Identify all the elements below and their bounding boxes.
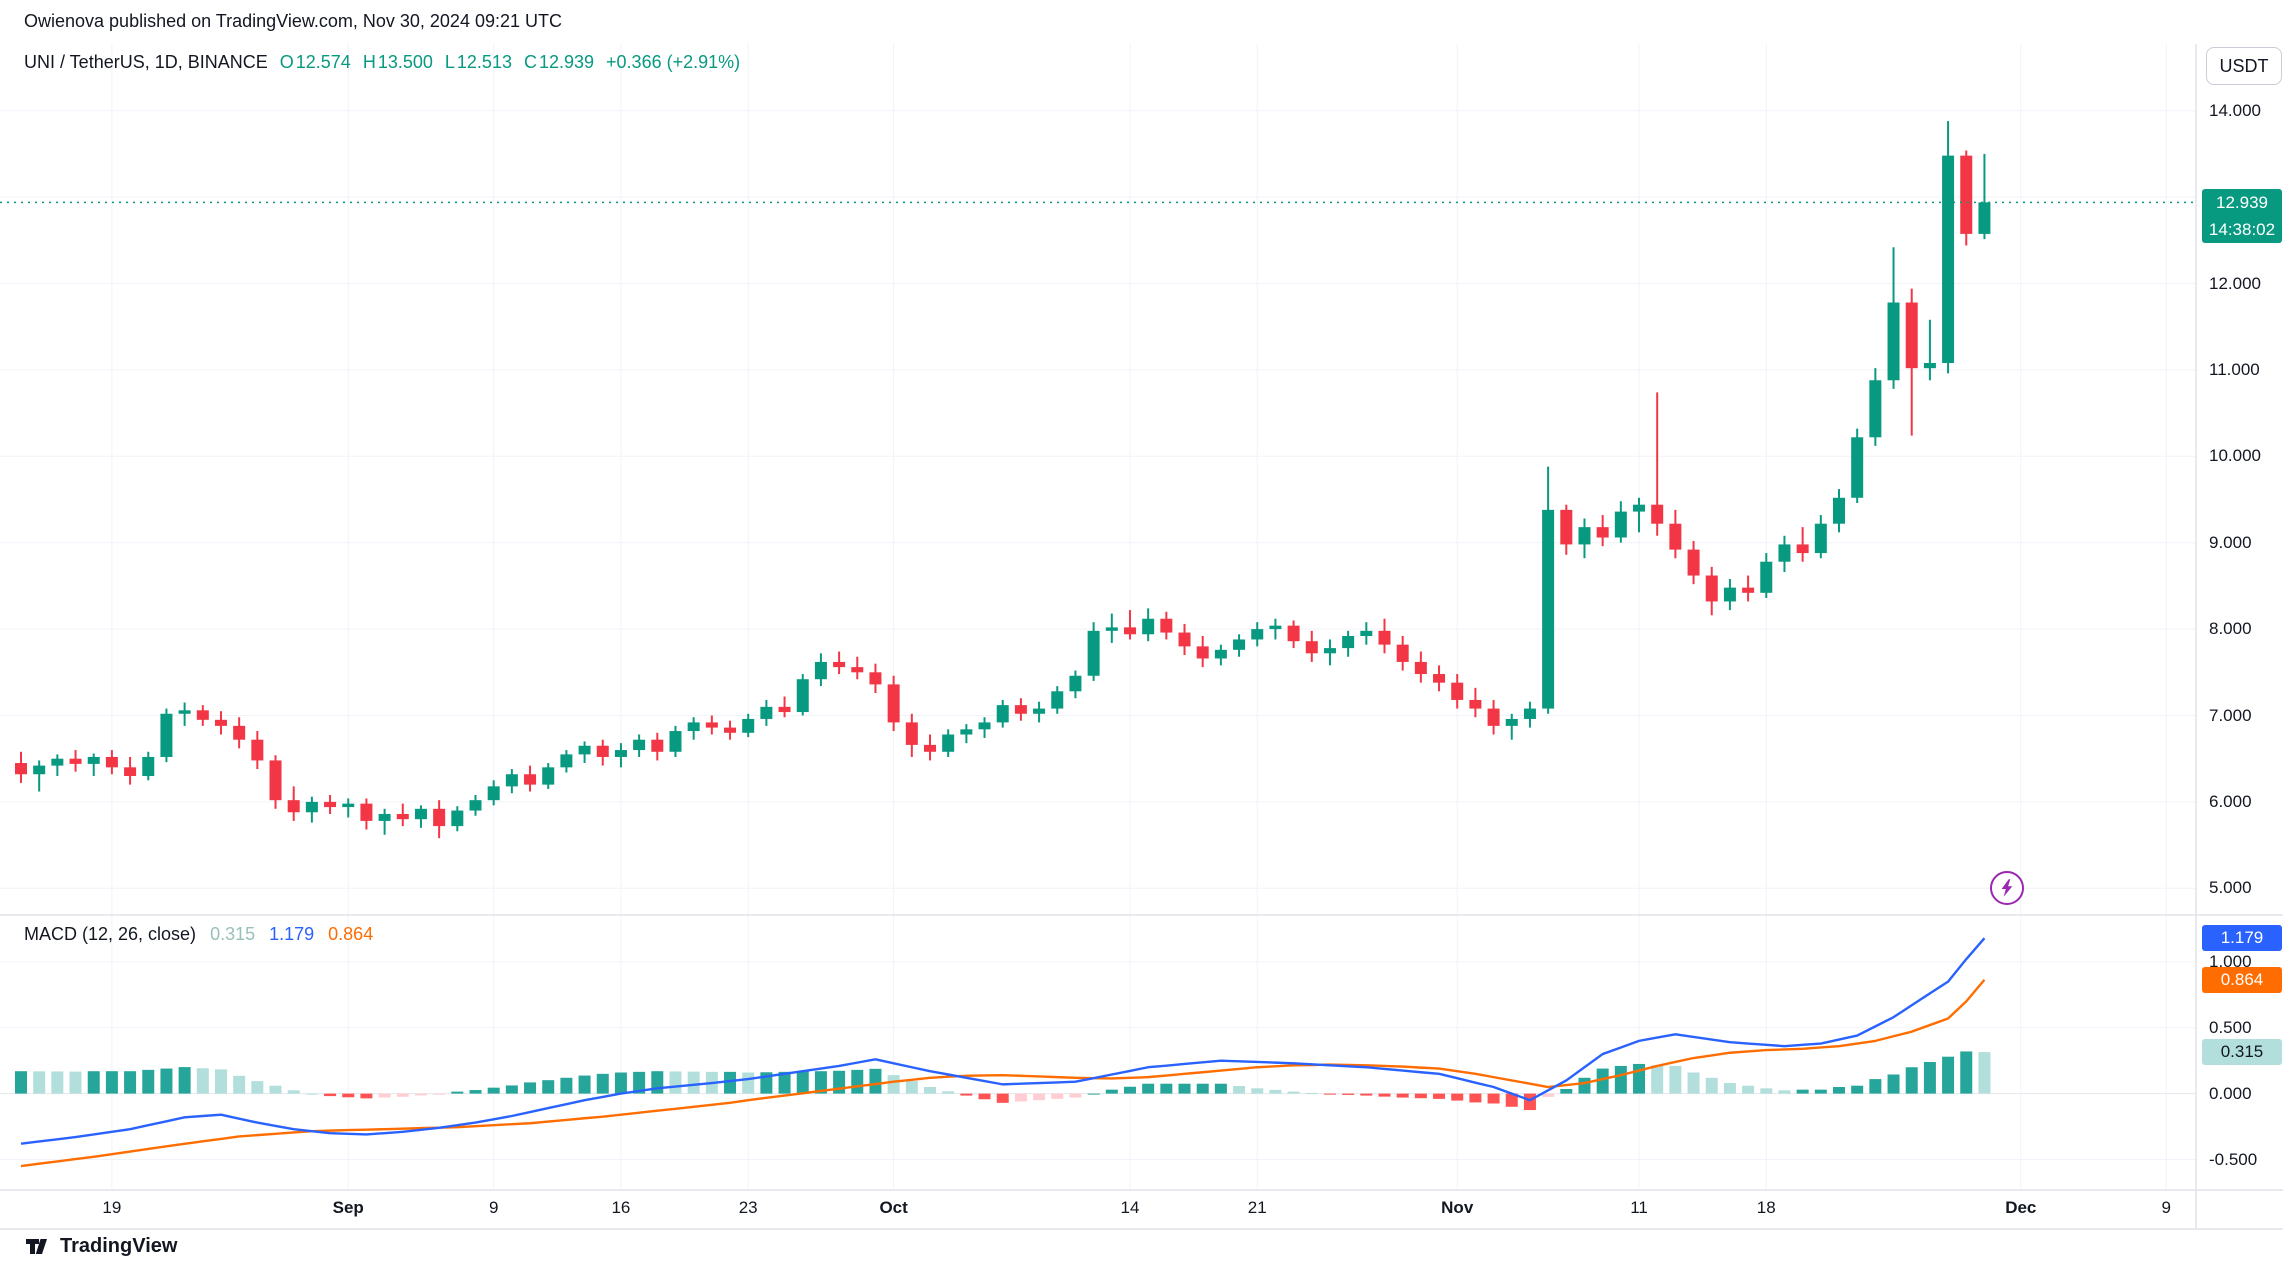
time-tick-label: 11 bbox=[1630, 1198, 1648, 1217]
attribution-text: Owienova published on TradingView.com, N… bbox=[24, 11, 562, 31]
time-tick-label: 9 bbox=[2161, 1198, 2171, 1217]
ptick-label: 14.000 bbox=[2209, 100, 2261, 120]
ptick-label: 11.000 bbox=[2209, 359, 2260, 379]
ptick-label: 0.500 bbox=[2209, 1017, 2252, 1037]
macd-hist-value: 0.315 bbox=[210, 924, 256, 944]
macd-line-value: 1.179 bbox=[269, 924, 315, 944]
time-tick-label: 18 bbox=[1756, 1198, 1776, 1217]
time-tick-label: Sep bbox=[332, 1198, 364, 1217]
bar-countdown: 14:38:02 bbox=[2208, 219, 2276, 239]
macd-hist-badge: 0.315 bbox=[2202, 1039, 2282, 1066]
ptick-label: 5.000 bbox=[2209, 878, 2252, 898]
ptick-label: 9.000 bbox=[2209, 532, 2252, 552]
macd-signal-value: 0.864 bbox=[328, 924, 374, 944]
time-tick-label: Nov bbox=[1441, 1198, 1474, 1217]
ohlc-close: C 12.939 bbox=[523, 52, 595, 72]
tradingview-logo-icon bbox=[24, 1235, 51, 1258]
time-tick-label: 9 bbox=[488, 1198, 499, 1217]
time-tick-label: 14 bbox=[1120, 1198, 1140, 1217]
ptick-label: 1.000 bbox=[2209, 951, 2252, 971]
macd-title: MACD (12, 26, close) bbox=[24, 924, 197, 944]
ohlc-high: H 13.500 bbox=[362, 52, 433, 72]
time-tick-label: 19 bbox=[102, 1198, 122, 1217]
ptick-label: 10.000 bbox=[2209, 446, 2261, 466]
ptick-label: 12.000 bbox=[2209, 273, 2261, 293]
ohlc-open: O 12.574 bbox=[279, 52, 351, 72]
last-price: 12.939 bbox=[2216, 192, 2268, 212]
ptick-label: 6.000 bbox=[2209, 791, 2252, 811]
ohlc-low: L 12.513 bbox=[444, 52, 512, 72]
symbol-legend: UNI / TetherUS, 1D, BINANCE O 12.574 H 13.… bbox=[24, 52, 740, 73]
ptick-label: -0.500 bbox=[2209, 1149, 2258, 1169]
macd-line-badge: 1.179 bbox=[2202, 925, 2282, 952]
footer: TradingView bbox=[0, 1231, 2283, 1265]
time-tick-label: Dec bbox=[2005, 1198, 2037, 1217]
symbol-title: UNI / TetherUS, 1D, BINANCE bbox=[24, 52, 268, 72]
ptick-label: 0.000 bbox=[2209, 1083, 2252, 1103]
time-tick-label: 23 bbox=[738, 1198, 758, 1217]
ptick-label: 8.000 bbox=[2209, 619, 2252, 639]
tradingview-logo-text: TradingView bbox=[60, 1235, 178, 1257]
time-tick-label: 16 bbox=[611, 1198, 631, 1217]
macd-signal-badge: 0.864 bbox=[2202, 966, 2282, 993]
last-price-badge: 12.939 14:38:02 bbox=[2202, 188, 2282, 243]
lightning-button[interactable] bbox=[1990, 871, 2024, 905]
macd-legend: MACD (12, 26, close) 0.315 1.179 0.864 bbox=[24, 924, 373, 945]
time-tick-label: Oct bbox=[879, 1198, 908, 1217]
ptick-label: 7.000 bbox=[2209, 705, 2252, 725]
price-change: +0.366 (+2.91%) bbox=[606, 52, 741, 72]
currency-toggle-button[interactable]: USDT bbox=[2206, 47, 2282, 85]
tradingview-logo[interactable]: TradingView bbox=[24, 1235, 177, 1258]
time-tick-label: 21 bbox=[1247, 1198, 1267, 1217]
lightning-icon bbox=[1997, 878, 2017, 898]
